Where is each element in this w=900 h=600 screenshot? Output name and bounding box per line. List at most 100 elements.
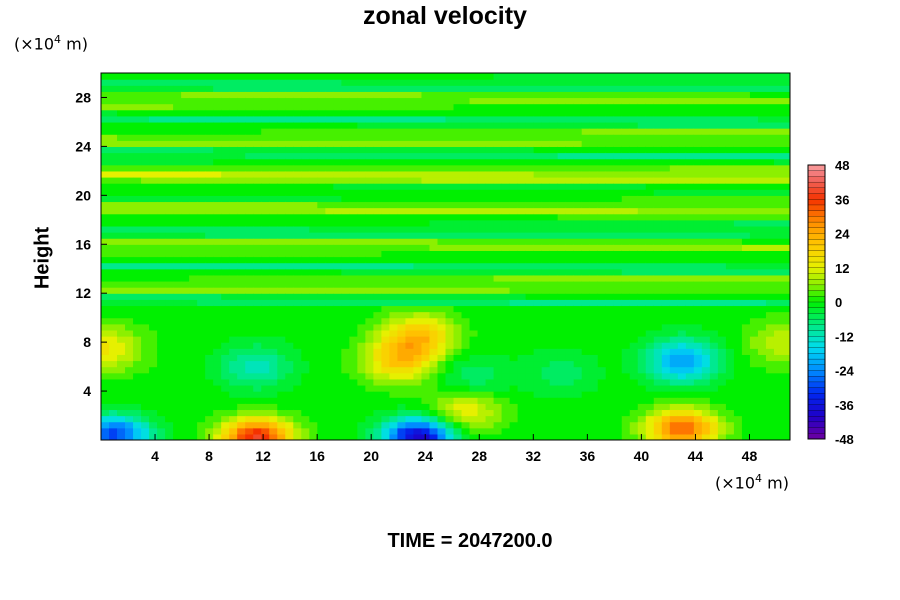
field-cell [125, 348, 134, 355]
field-cell [717, 378, 727, 386]
field-cell [637, 348, 647, 355]
field-cell [485, 189, 495, 196]
field-cell [373, 342, 383, 349]
field-cell [293, 232, 302, 239]
field-cell [269, 121, 278, 129]
field-cell [581, 262, 591, 270]
field-cell [717, 268, 727, 276]
field-cell [597, 232, 607, 239]
field-cell [373, 79, 383, 86]
field-cell [533, 115, 543, 123]
field-cell [205, 299, 214, 307]
field-cell [661, 323, 671, 331]
field-cell [605, 421, 615, 429]
field-cell [133, 342, 142, 349]
field-cell [421, 409, 431, 417]
field-cell [373, 305, 383, 313]
field-cell [501, 256, 511, 264]
field-cell [277, 140, 286, 147]
field-cell [277, 256, 286, 264]
field-cell [557, 207, 567, 215]
field-cell [229, 232, 238, 239]
field-cell [509, 348, 519, 355]
field-cell [389, 201, 399, 209]
field-cell [157, 348, 166, 355]
field-cell [165, 97, 174, 105]
field-cell [669, 360, 679, 368]
field-cell [701, 262, 711, 270]
field-cell [693, 238, 703, 245]
field-cell [125, 317, 134, 325]
field-cell [181, 201, 190, 209]
field-cell [197, 293, 206, 300]
field-cell [341, 256, 350, 264]
field-cell [533, 79, 543, 86]
field-cell [277, 170, 286, 178]
field-cell [685, 299, 695, 307]
field-cell [493, 128, 503, 135]
field-cell [749, 348, 759, 355]
field-cell [237, 73, 246, 80]
field-cell [285, 225, 294, 233]
field-cell [605, 201, 615, 209]
field-cell [309, 403, 318, 411]
field-cell [693, 170, 703, 178]
field-cell [237, 121, 246, 129]
field-cell [205, 146, 214, 154]
field-cell [133, 354, 142, 362]
field-cell [381, 152, 391, 160]
field-cell [405, 152, 415, 160]
field-cell [277, 213, 286, 221]
field-cell [333, 109, 342, 117]
field-cell [525, 232, 535, 239]
field-cell [445, 299, 455, 307]
field-cell [317, 397, 326, 404]
field-cell [181, 366, 190, 374]
field-cell [685, 280, 695, 288]
field-cell [197, 201, 206, 209]
field-cell [477, 115, 487, 123]
field-cell [141, 378, 150, 386]
field-cell [141, 391, 150, 398]
field-cell [733, 372, 743, 380]
field-cell [381, 256, 391, 264]
field-cell [349, 91, 358, 99]
field-cell [621, 397, 631, 404]
field-cell [245, 164, 254, 172]
field-cell [237, 384, 246, 392]
field-cell [581, 354, 591, 362]
field-cell [421, 238, 431, 245]
field-cell [557, 391, 567, 398]
field-cell [269, 213, 278, 221]
field-cell [357, 378, 366, 386]
field-cell [389, 213, 399, 221]
field-cell [213, 219, 222, 227]
field-cell [757, 287, 767, 294]
field-cell [749, 250, 759, 258]
field-cell [725, 348, 735, 355]
field-cell [365, 79, 374, 86]
field-cell [341, 372, 350, 380]
field-cell [453, 384, 463, 392]
field-cell [597, 336, 607, 343]
field-cell [709, 91, 719, 99]
field-cell [677, 170, 687, 178]
field-cell [101, 299, 110, 307]
field-cell [685, 378, 695, 386]
field-cell [549, 403, 559, 411]
field-cell [565, 152, 575, 160]
field-cell [189, 323, 198, 331]
field-cell [621, 232, 631, 239]
field-cell [373, 121, 383, 129]
field-cell [149, 415, 158, 423]
field-cell [613, 183, 623, 190]
field-cell [101, 280, 110, 288]
field-cell [429, 268, 439, 276]
field-cell [317, 219, 326, 227]
field-cell [725, 201, 735, 209]
field-cell [749, 152, 759, 160]
field-cell [101, 134, 110, 141]
field-cell [509, 274, 519, 282]
field-cell [325, 384, 334, 392]
field-cell [485, 403, 495, 411]
